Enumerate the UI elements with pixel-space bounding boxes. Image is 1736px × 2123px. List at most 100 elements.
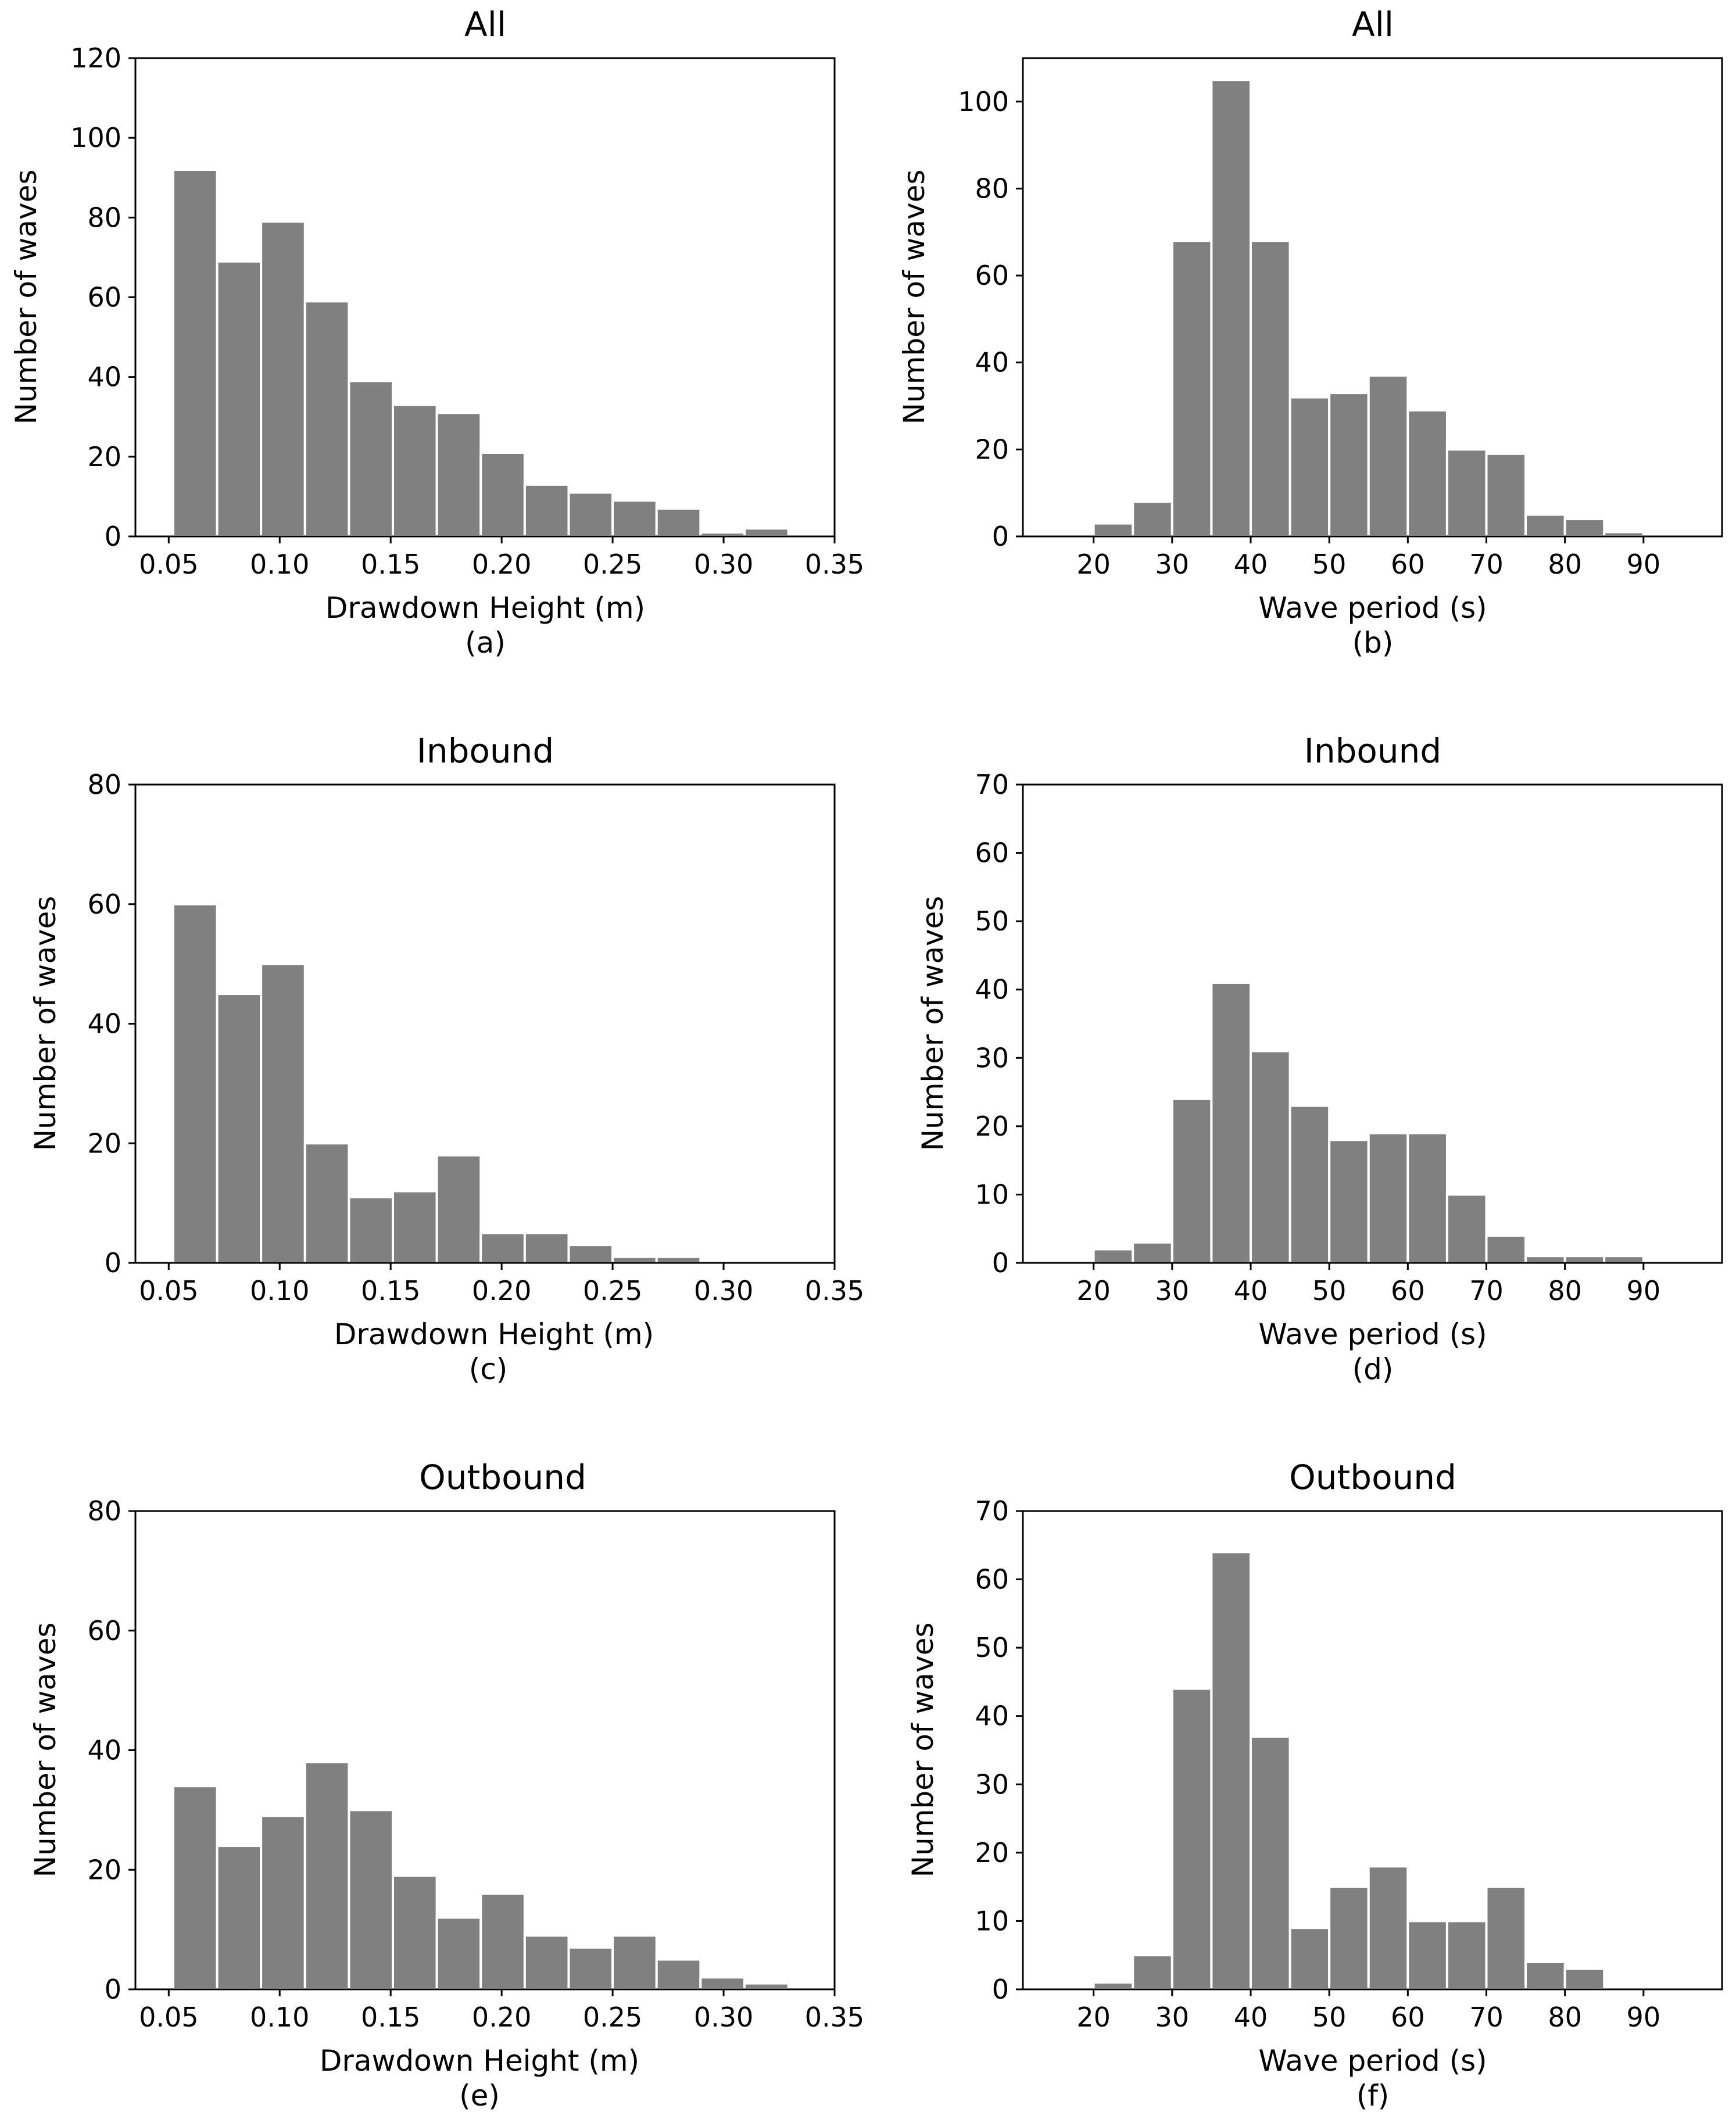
y-tick-label: 10 <box>975 1905 1009 1936</box>
bar-group <box>171 169 790 538</box>
histogram-bar <box>1210 1551 1252 1991</box>
x-tick-label: 20 <box>1076 1275 1111 1306</box>
chart-panel-e: Outbound 0.05 0.10 0.15 0.20 0.25 0.30 0.35 0 2… <box>28 1458 864 2113</box>
histogram-bar <box>1524 1960 1566 1990</box>
x-tick-label: 0.30 <box>694 2002 753 2033</box>
panel-label: (f) <box>1356 2079 1390 2113</box>
histogram-bar <box>655 1255 702 1264</box>
chart-title: Outbound <box>1289 1458 1456 1497</box>
chart-panel-c: Inbound 0.05 0.10 0.15 0.20 0.25 0.30 0.35 0 20… <box>28 731 864 1386</box>
histogram-bar <box>1210 981 1252 1264</box>
chart-panel-f: Outbound 20 30 40 50 60 70 80 90 0 10 20 30 40 50 60 7… <box>906 1458 1723 2113</box>
bar-group <box>171 903 702 1265</box>
histogram-bar <box>1092 1981 1134 1990</box>
histogram-bar <box>1132 1954 1173 1990</box>
histogram-bar <box>171 169 219 538</box>
y-axis-ticks: 0 10 20 30 40 50 60 70 <box>975 769 1023 1279</box>
histogram-bar <box>1367 1132 1409 1264</box>
histogram-bar <box>611 1934 658 1990</box>
y-axis-label: Number of waves <box>916 896 950 1151</box>
y-tick-label: 0 <box>105 1247 121 1279</box>
y-tick-label: 100 <box>70 122 121 153</box>
panel-label: (a) <box>465 626 506 660</box>
y-tick-label: 80 <box>87 1495 121 1527</box>
histogram-bar <box>479 1231 526 1265</box>
x-tick-label: 0.20 <box>472 1275 531 1306</box>
bar-group <box>171 1761 790 1991</box>
histogram-bar <box>1406 1920 1448 1990</box>
histogram-bar <box>743 1982 790 1990</box>
histogram-bar <box>567 1946 614 1990</box>
x-tick-label: 60 <box>1391 1275 1425 1306</box>
chart-title: All <box>464 5 506 44</box>
y-tick-label: 60 <box>87 282 121 313</box>
y-tick-label: 20 <box>87 441 121 472</box>
y-axis-label: Number of waves <box>897 170 931 425</box>
histogram-bar <box>1132 1241 1173 1264</box>
histogram-bar <box>611 499 658 538</box>
y-tick-label: 40 <box>87 1735 121 1766</box>
x-tick-label: 20 <box>1076 549 1111 580</box>
x-tick-label: 0.05 <box>139 2002 198 2033</box>
y-axis-ticks: 0 20 40 60 80 <box>87 769 135 1279</box>
histogram-bar <box>1171 1687 1213 1990</box>
plot-frame <box>1022 57 1723 538</box>
y-tick-label: 10 <box>975 1179 1009 1210</box>
histogram-bar <box>303 1142 350 1264</box>
y-tick-label: 0 <box>105 1974 121 2005</box>
y-tick-label: 60 <box>975 1564 1009 1595</box>
x-axis-ticks: 20 30 40 50 60 70 80 90 <box>1076 536 1660 580</box>
y-tick-label: 30 <box>975 1768 1009 1800</box>
y-tick-label: 30 <box>975 1042 1009 1073</box>
x-tick-label: 0.30 <box>694 549 753 580</box>
chart-panel-b: All 20 30 40 50 60 70 80 90 0 20 40 60 80 100 Wave p… <box>897 5 1723 660</box>
histogram-bar <box>348 1195 395 1265</box>
x-tick-label: 90 <box>1627 1275 1661 1306</box>
histogram-bar <box>567 1244 614 1264</box>
histogram-bar <box>1367 1865 1409 1991</box>
histogram-bar <box>1524 1255 1566 1264</box>
y-tick-label: 80 <box>87 202 121 233</box>
histogram-bar <box>1445 448 1488 538</box>
x-axis-ticks: 0.05 0.10 0.15 0.20 0.25 0.30 0.35 <box>139 1989 864 2033</box>
y-tick-label: 80 <box>975 173 1009 204</box>
x-tick-label: 0.25 <box>583 549 642 580</box>
x-axis-label: Wave period (s) <box>1258 2044 1487 2078</box>
y-tick-label: 50 <box>975 1632 1009 1663</box>
panel-label: (b) <box>1352 626 1394 660</box>
x-tick-label: 40 <box>1234 2002 1268 2033</box>
x-tick-label: 70 <box>1469 1275 1504 1306</box>
histogram-bar <box>523 1934 570 1990</box>
histogram-bar <box>1563 1255 1606 1264</box>
histogram-bar <box>260 1814 306 1990</box>
histogram-bar <box>479 1892 526 1990</box>
y-axis-label: Number of waves <box>906 1623 940 1878</box>
histogram-bar <box>260 962 306 1265</box>
x-tick-label: 40 <box>1234 549 1268 580</box>
chart-title: All <box>1352 5 1394 44</box>
x-tick-label: 60 <box>1391 2002 1425 2033</box>
histogram-bar <box>567 491 614 538</box>
x-axis-label: Wave period (s) <box>1258 1318 1487 1351</box>
histogram-bar <box>392 403 438 538</box>
histogram-bar <box>1485 1885 1527 1990</box>
x-tick-label: 0.10 <box>250 1275 309 1306</box>
histogram-bar <box>523 1231 570 1265</box>
x-tick-label: 0.15 <box>361 2002 420 2033</box>
histogram-bar <box>1288 1104 1331 1264</box>
x-tick-label: 0.35 <box>805 1275 864 1306</box>
y-tick-label: 60 <box>975 260 1009 291</box>
x-tick-label: 0.35 <box>805 2002 864 2033</box>
x-axis-label: Wave period (s) <box>1258 591 1487 625</box>
x-axis-ticks: 0.05 0.10 0.15 0.20 0.25 0.30 0.35 <box>139 536 864 580</box>
histogram-bar <box>348 1809 395 1991</box>
histogram-bar <box>216 1845 263 1991</box>
x-tick-label: 70 <box>1469 549 1504 580</box>
histogram-bar <box>1563 518 1606 538</box>
x-tick-label: 30 <box>1155 2002 1190 2033</box>
histogram-bar <box>699 1976 746 1990</box>
histogram-bar <box>655 1958 702 1991</box>
histogram-bar <box>1563 1967 1606 1990</box>
histogram-bar <box>435 1916 482 1991</box>
histogram-bar <box>1092 1248 1134 1264</box>
